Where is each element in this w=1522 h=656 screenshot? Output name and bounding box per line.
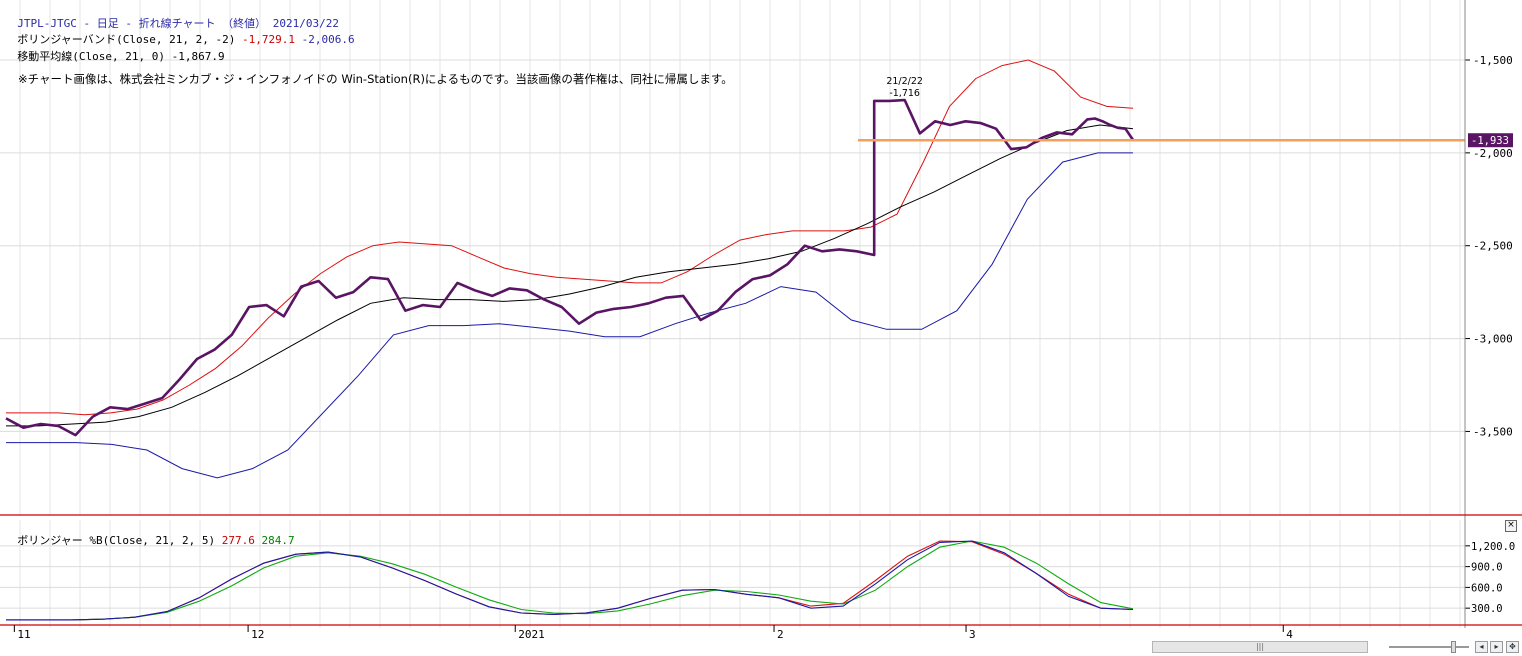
pctb-legend: ボリンジャー %B(Close, 21, 2, 5) 277.6 284.7 — [4, 521, 295, 547]
bollinger-upper-value: -1,729.1 — [241, 33, 295, 46]
y-tick-label: -3,500 — [1473, 425, 1513, 438]
sub-grid — [0, 520, 1465, 628]
bollinger-label: ボリンジャーバンド(Close, 21, 2, -2) — [17, 33, 236, 46]
peak-annotation: 21/2/22 — [886, 76, 923, 87]
pctb-label: ボリンジャー %B(Close, 21, 2, 5) — [17, 534, 216, 547]
bollinger-lower-value: -2,006.6 — [301, 33, 355, 46]
title-text: JTPL-JTGC - 日足 - 折れ線チャート （終値） 2021/03/22 — [17, 17, 339, 30]
y-tick-label: -2,500 — [1473, 240, 1513, 253]
zoom-slider-track — [1389, 646, 1469, 648]
main-series — [5, 59, 1465, 479]
last-value-badge — [1468, 133, 1513, 148]
y-tick-label: -1,500 — [1473, 54, 1513, 67]
axes: -1,500 -2,000 -2,500 -3,000 -3,500 1,200.0 900… — [0, 0, 1522, 641]
ma-line — [6, 124, 1134, 427]
y-tick-label: 300.0 — [1471, 603, 1503, 615]
y-tick-label: 600.0 — [1471, 582, 1503, 594]
crosshair-icon[interactable]: ✥ — [1506, 641, 1519, 653]
x-tick-label: 2 — [777, 628, 784, 641]
x-tick-label: 11 — [17, 628, 30, 641]
y-tick-label: 1,200.0 — [1471, 541, 1515, 553]
zoom-slider[interactable] — [1389, 641, 1469, 653]
x-tick-label: 4 — [1286, 628, 1293, 641]
ma-label: 移動平均線(Close, 21, 0) -1,867.9 — [17, 50, 225, 63]
last-value-label: -1,933 — [1471, 135, 1509, 147]
zoom-slider-thumb[interactable] — [1451, 641, 1456, 653]
y-tick-label: 900.0 — [1471, 562, 1503, 574]
main-grid — [0, 0, 1465, 515]
price-line — [5, 98, 1135, 437]
bollinger-legend: ボリンジャーバンド(Close, 21, 2, -2) -1,729.1 -2,… — [4, 20, 355, 46]
x-tick-label: 3 — [969, 628, 976, 641]
x-tick-label: 2021 — [518, 628, 545, 641]
chart-title: JTPL-JTGC - 日足 - 折れ線チャート （終値） 2021/03/22 — [4, 4, 339, 30]
horizontal-scrollbar[interactable]: ||| — [1152, 641, 1368, 653]
sub-series — [6, 540, 1134, 621]
pctb-red-value: 277.6 — [221, 534, 255, 547]
scroll-right-icon[interactable]: ▸ — [1490, 641, 1503, 653]
ma-legend: 移動平均線(Close, 21, 0) -1,867.9 — [4, 37, 225, 63]
scroll-left-icon[interactable]: ◂ — [1475, 641, 1488, 653]
peak-annotation: -1,716 — [889, 88, 920, 99]
close-icon[interactable]: × — [1505, 520, 1517, 532]
upper_band-line — [6, 59, 1134, 416]
lower_band-line — [6, 152, 1133, 479]
y-tick-label: -3,000 — [1473, 333, 1513, 346]
copyright-notice: ※チャート画像は、株式会社ミンカブ・ジ・インフォノイドの Win-Station… — [18, 72, 733, 86]
pctb-green-value: 284.7 — [261, 534, 295, 547]
y-tick-label: -2,000 — [1473, 147, 1513, 160]
pctb_blue-line — [6, 540, 1134, 621]
x-tick-label: 12 — [251, 628, 264, 641]
